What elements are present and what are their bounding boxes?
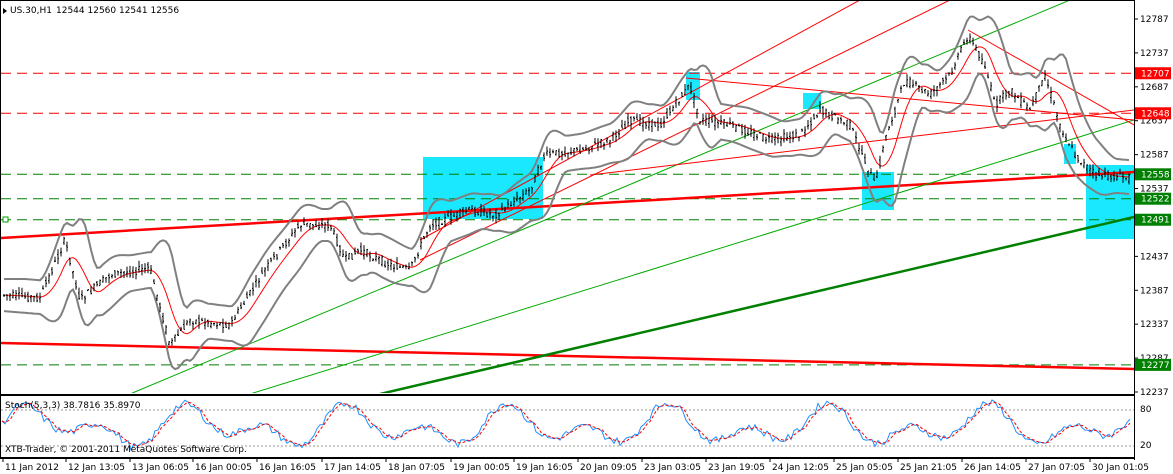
channel-green-line — [251, 119, 1134, 393]
price-label-text: 12522 — [1141, 195, 1170, 205]
stoch-level-80: 80 — [1140, 405, 1152, 415]
time-tick-label: 23 Jan 03:05 — [644, 463, 701, 473]
time-tick-label: 24 Jan 12:05 — [772, 463, 829, 473]
main-pane-frame — [0, 0, 1135, 395]
time-tick-label: 20 Jan 09:05 — [580, 463, 637, 473]
price-tick-label: 12237 — [1140, 388, 1169, 398]
bollinger-bands — [3, 15, 1130, 371]
resistance-trendline — [1, 170, 1134, 240]
price-label-text: 12491 — [1141, 216, 1170, 226]
channel-green-line — [131, 1, 1069, 393]
time-axis: 11 Jan 2012 12 Jan 13:05 13 Jan 06:05 16 Ja… — [2, 458, 1149, 473]
trend-lines — [1, 1, 1134, 393]
time-tick-label: 13 Jan 06:05 — [132, 463, 189, 473]
horizontal-levels — [1, 72, 1134, 366]
time-tick-label: 23 Jan 19:05 — [708, 463, 765, 473]
support-trendline — [379, 215, 1134, 393]
stoch-main-line — [1, 399, 1131, 452]
time-tick-label: 18 Jan 07:05 — [388, 463, 445, 473]
channel-red-line — [589, 109, 1134, 176]
channel-red-line — [419, 1, 950, 261]
price-tick-label: 12437 — [1140, 252, 1169, 262]
header-arrow-icon — [3, 8, 7, 14]
highlight-zone — [1064, 144, 1076, 164]
price-label-text: 12707 — [1141, 69, 1170, 79]
price-label-text: 12277 — [1141, 361, 1170, 371]
upper-band-line — [3, 15, 1130, 310]
price-tick-label: 12587 — [1140, 151, 1169, 161]
lower-band-line — [3, 72, 1130, 371]
time-tick-label: 16 Jan 16:05 — [259, 463, 316, 473]
price-label-box — [1135, 107, 1171, 120]
price-tick-label: 12787 — [1140, 15, 1169, 25]
time-tick-label: 17 Jan 14:05 — [324, 463, 381, 473]
time-tick-label: 11 Jan 2012 — [5, 463, 59, 473]
time-tick-label: 25 Jan 05:05 — [836, 463, 893, 473]
copyright-text: XTB-Trader, © 2001-2011 MetaQuotes Softw… — [5, 445, 247, 455]
price-tick-label: 12737 — [1140, 49, 1169, 59]
price-bars — [3, 33, 1130, 346]
time-tick-label: 27 Jan 07:05 — [1028, 463, 1085, 473]
stochastic-lines — [1, 399, 1134, 452]
time-tick-label: 19 Jan 16:05 — [516, 463, 573, 473]
stoch-signal-line — [1, 401, 1131, 447]
time-tick-label: 12 Jan 13:05 — [68, 463, 125, 473]
stoch-level-20: 20 — [1140, 441, 1152, 451]
moving-average-line — [3, 46, 1130, 335]
time-tick-label: 16 Jan 00:05 — [195, 463, 252, 473]
price-label-box — [1135, 213, 1171, 226]
time-tick-label: 25 Jan 21:05 — [900, 463, 957, 473]
highlight-zones — [423, 72, 1134, 239]
shift-marker-icon[interactable] — [2, 216, 9, 223]
price-label-text: 12648 — [1141, 109, 1170, 119]
channel-red-line — [967, 29, 1134, 126]
time-tick-label: 26 Jan 14:05 — [964, 463, 1021, 473]
highlight-zone — [862, 172, 894, 210]
price-label-box — [1135, 168, 1171, 181]
price-label-text: 12558 — [1141, 170, 1170, 180]
resistance-trendline-lower — [1, 341, 1134, 371]
time-tick-label: 30 Jan 01:05 — [1092, 463, 1149, 473]
price-tick-label: 12387 — [1140, 286, 1169, 296]
price-tick-label: 12337 — [1140, 320, 1169, 330]
price-tick-label: 12687 — [1140, 83, 1169, 93]
price-tick-label: 12637 — [1140, 117, 1169, 127]
price-tick-label: 12537 — [1140, 185, 1169, 195]
stoch-title: Stoch(5,3,3) 38.7816 35.8970 — [5, 401, 141, 411]
price-label-box — [1135, 358, 1171, 371]
price-label-box — [1135, 192, 1171, 205]
symbol-title: US.30,H1 — [10, 6, 52, 16]
price-label-box — [1135, 67, 1171, 80]
time-tick-label: 19 Jan 00:05 — [453, 463, 510, 473]
ohlc-values: 12544 12560 12541 12556 — [56, 6, 179, 16]
price-labels: 12707 12648 12558 12522 12491 12277 — [1135, 67, 1171, 371]
